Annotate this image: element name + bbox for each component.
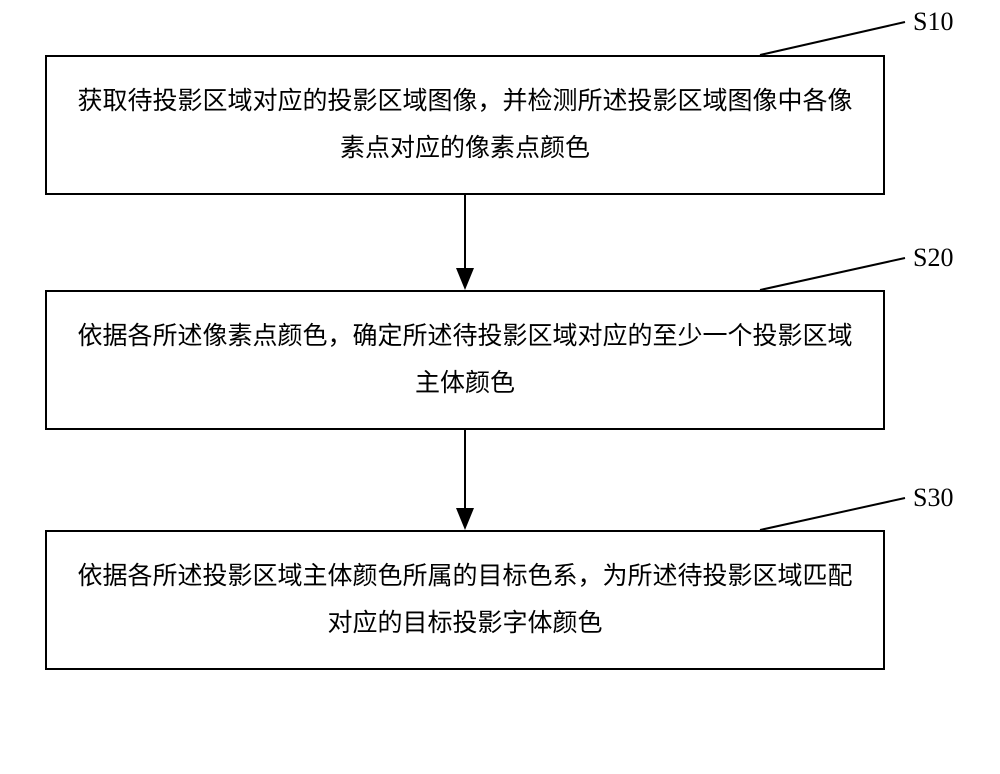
arrow-1: [447, 195, 483, 292]
step-text-s10: 获取待投影区域对应的投影区域图像，并检测所述投影区域图像中各像素点对应的像素点颜…: [77, 78, 853, 173]
leader-line-s10: [758, 20, 907, 57]
arrow-2: [447, 430, 483, 532]
step-text-s30: 依据各所述投影区域主体颜色所属的目标色系，为所述待投影区域匹配对应的目标投影字体…: [77, 553, 853, 648]
step-label-s20: S20: [913, 243, 953, 273]
step-box-s10: 获取待投影区域对应的投影区域图像，并检测所述投影区域图像中各像素点对应的像素点颜…: [45, 55, 885, 195]
step-label-s30: S30: [913, 483, 953, 513]
leader-line-s30: [758, 496, 907, 532]
step-box-s30: 依据各所述投影区域主体颜色所属的目标色系，为所述待投影区域匹配对应的目标投影字体…: [45, 530, 885, 670]
step-label-s10: S10: [913, 7, 953, 37]
leader-line-s20: [758, 256, 907, 292]
step-box-s20: 依据各所述像素点颜色，确定所述待投影区域对应的至少一个投影区域主体颜色: [45, 290, 885, 430]
step-text-s20: 依据各所述像素点颜色，确定所述待投影区域对应的至少一个投影区域主体颜色: [77, 313, 853, 408]
flowchart-canvas: 获取待投影区域对应的投影区域图像，并检测所述投影区域图像中各像素点对应的像素点颜…: [0, 0, 1000, 774]
